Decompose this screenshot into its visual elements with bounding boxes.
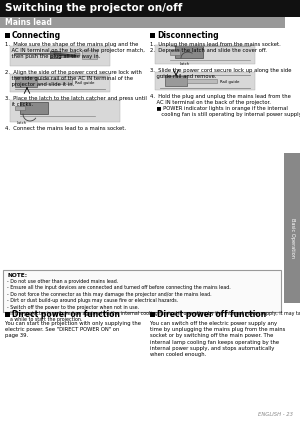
Text: Switching the projector on/off: Switching the projector on/off <box>5 3 182 12</box>
Bar <box>5 33 10 38</box>
Bar <box>60 52 75 57</box>
Text: Direct power on function: Direct power on function <box>12 310 120 319</box>
Text: ENGLISH - 23: ENGLISH - 23 <box>258 412 293 417</box>
Bar <box>82 50 97 59</box>
Text: Direct power off function: Direct power off function <box>157 310 266 319</box>
Bar <box>150 33 155 38</box>
Bar <box>50 51 60 58</box>
Bar <box>284 153 300 303</box>
Text: 4.  Hold the plug and unplug the mains lead from the
    AC IN terminal on the b: 4. Hold the plug and unplug the mains le… <box>150 94 300 117</box>
Bar <box>20 102 48 114</box>
Bar <box>187 79 217 83</box>
Text: Latch: Latch <box>180 62 190 66</box>
Bar <box>165 76 187 86</box>
Text: 3.  Slide the power cord secure lock up along the side
    guide rail and remove: 3. Slide the power cord secure lock up a… <box>150 68 292 79</box>
Text: 1.  Make sure the shape of the mains plug and the
    AC IN terminal on the back: 1. Make sure the shape of the mains plug… <box>5 42 145 60</box>
Bar <box>170 50 180 55</box>
Text: Rail guide: Rail guide <box>220 80 239 84</box>
Text: You can start the projection with only supplying the
electric power. See "DIRECT: You can start the projection with only s… <box>5 321 141 338</box>
Text: Mains lead: Mains lead <box>5 18 52 27</box>
Bar <box>10 100 120 122</box>
Text: 1.  Unplug the mains lead from the mains socket.
2.  Depress the latch and slide: 1. Unplug the mains lead from the mains … <box>150 42 281 53</box>
Bar <box>150 312 155 317</box>
Text: Connecting: Connecting <box>12 31 61 40</box>
Text: Disconnecting: Disconnecting <box>157 31 219 40</box>
Text: Basic Operation: Basic Operation <box>290 218 295 258</box>
Bar <box>155 45 255 64</box>
Text: 4.  Connect the mains lead to a mains socket.: 4. Connect the mains lead to a mains soc… <box>5 126 126 131</box>
Text: NOTE:: NOTE: <box>7 273 27 278</box>
Bar <box>3 270 281 312</box>
Text: 3.  Place the latch to the latch catcher and press until
    it clicks.: 3. Place the latch to the latch catcher … <box>5 96 147 107</box>
Text: Rail guide: Rail guide <box>75 81 94 85</box>
Bar <box>155 72 255 90</box>
Bar <box>15 106 25 110</box>
Text: Latch: Latch <box>17 121 27 125</box>
Text: - Do not use other than a provided mains lead.
- Ensure all the input devices ar: - Do not use other than a provided mains… <box>7 279 300 323</box>
Bar <box>37 79 72 84</box>
Text: You can switch off the electric power supply any
time by unplugging the mains pl: You can switch off the electric power su… <box>150 321 285 357</box>
Bar <box>175 46 203 58</box>
Bar <box>0 0 300 17</box>
Bar <box>0 17 285 28</box>
Bar <box>5 312 10 317</box>
Bar <box>75 53 80 56</box>
Bar <box>15 77 37 87</box>
Bar <box>10 74 110 92</box>
Bar <box>10 46 110 66</box>
Text: 2.  Align the side of the power cord secure lock with
    the side guide rail of: 2. Align the side of the power cord secu… <box>5 70 142 88</box>
